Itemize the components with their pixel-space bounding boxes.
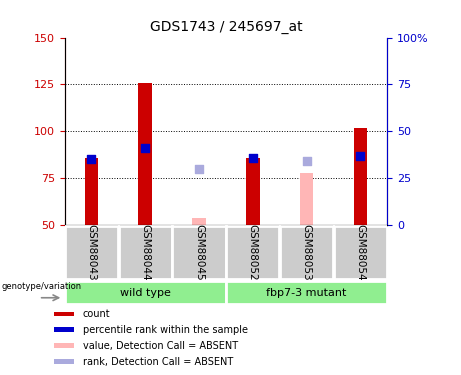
Bar bbox=[138, 82, 152, 225]
Text: genotype/variation: genotype/variation bbox=[1, 282, 82, 291]
Text: GSM88043: GSM88043 bbox=[86, 224, 96, 280]
Text: GSM88052: GSM88052 bbox=[248, 224, 258, 280]
FancyBboxPatch shape bbox=[280, 225, 333, 279]
Bar bbox=[192, 217, 206, 225]
FancyBboxPatch shape bbox=[226, 225, 279, 279]
Bar bbox=[54, 344, 75, 348]
FancyBboxPatch shape bbox=[172, 225, 225, 279]
Text: value, Detection Call = ABSENT: value, Detection Call = ABSENT bbox=[83, 341, 238, 351]
Text: GSM88044: GSM88044 bbox=[140, 224, 150, 280]
Text: GSM88045: GSM88045 bbox=[194, 224, 204, 280]
FancyBboxPatch shape bbox=[118, 225, 172, 279]
Point bbox=[88, 156, 95, 162]
FancyBboxPatch shape bbox=[65, 280, 226, 304]
Text: percentile rank within the sample: percentile rank within the sample bbox=[83, 325, 248, 335]
Bar bbox=[54, 327, 75, 332]
FancyBboxPatch shape bbox=[226, 280, 387, 304]
Text: fbp7-3 mutant: fbp7-3 mutant bbox=[266, 288, 347, 297]
Bar bbox=[300, 172, 313, 225]
Point bbox=[357, 153, 364, 159]
Text: GSM88053: GSM88053 bbox=[301, 224, 312, 280]
Point bbox=[195, 166, 203, 172]
Point bbox=[249, 154, 256, 160]
Text: wild type: wild type bbox=[120, 288, 171, 297]
Text: GSM88054: GSM88054 bbox=[355, 224, 366, 280]
FancyBboxPatch shape bbox=[65, 225, 118, 279]
Point bbox=[303, 158, 310, 164]
Bar bbox=[54, 312, 75, 316]
Bar bbox=[354, 128, 367, 225]
Text: count: count bbox=[83, 309, 110, 319]
FancyBboxPatch shape bbox=[334, 225, 387, 279]
Title: GDS1743 / 245697_at: GDS1743 / 245697_at bbox=[149, 20, 302, 34]
Bar bbox=[85, 158, 98, 225]
Point bbox=[142, 145, 149, 151]
Bar bbox=[54, 359, 75, 364]
Bar bbox=[246, 158, 260, 225]
Text: rank, Detection Call = ABSENT: rank, Detection Call = ABSENT bbox=[83, 357, 233, 367]
